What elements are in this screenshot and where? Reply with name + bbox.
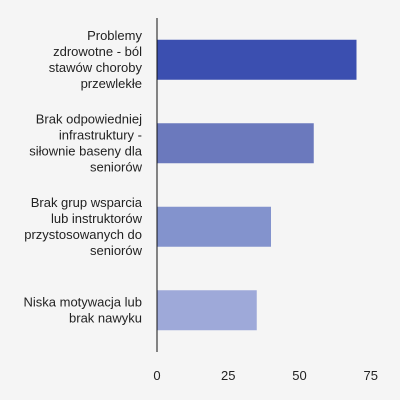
category-label-line: zdrowotne - ból xyxy=(53,44,142,59)
bar-3 xyxy=(157,206,271,247)
category-label-line: stawów choroby xyxy=(49,60,143,75)
category-label-line: brak nawyku xyxy=(69,310,142,325)
bar-2 xyxy=(157,123,314,164)
bars-layer xyxy=(157,39,357,331)
category-label-line: seniorów xyxy=(90,159,143,174)
category-label-line: infrastruktury - xyxy=(59,127,142,142)
bar-1 xyxy=(157,39,357,80)
category-label-1: Problemy zdrowotne - ból stawów choroby prz… xyxy=(49,28,143,91)
x-tick-label: 75 xyxy=(364,368,378,383)
bar-4 xyxy=(157,290,257,331)
category-label-line: lub instruktorów xyxy=(51,211,143,226)
category-label-line: Brak grup wsparcia xyxy=(31,195,143,210)
category-label-line: siłownie baseny dla xyxy=(29,143,143,158)
category-label-line: Niska motywacja lub xyxy=(24,294,143,309)
category-label-3: Brak grup wsparcia lub instruktorów przyst… xyxy=(24,195,143,258)
category-label-4: Niska motywacja lub brak nawyku xyxy=(24,294,143,325)
category-label-line: seniorów xyxy=(90,243,143,258)
x-tick-label: 25 xyxy=(221,368,235,383)
category-label-2: Brak odpowiedniej infrastruktury -siłowni… xyxy=(29,111,143,174)
category-labels-layer: Problemy zdrowotne - ból stawów choroby prz… xyxy=(24,28,143,326)
category-label-line: przewlekłe xyxy=(81,76,142,91)
x-tick-labels-layer: 0 25 50 75 xyxy=(153,368,378,383)
category-label-line: przystosowanych do xyxy=(24,227,142,242)
category-label-line: Problemy xyxy=(87,28,142,43)
x-tick-label: 50 xyxy=(292,368,306,383)
category-label-line: Brak odpowiedniej xyxy=(36,111,142,126)
x-tick-label: 0 xyxy=(153,368,160,383)
